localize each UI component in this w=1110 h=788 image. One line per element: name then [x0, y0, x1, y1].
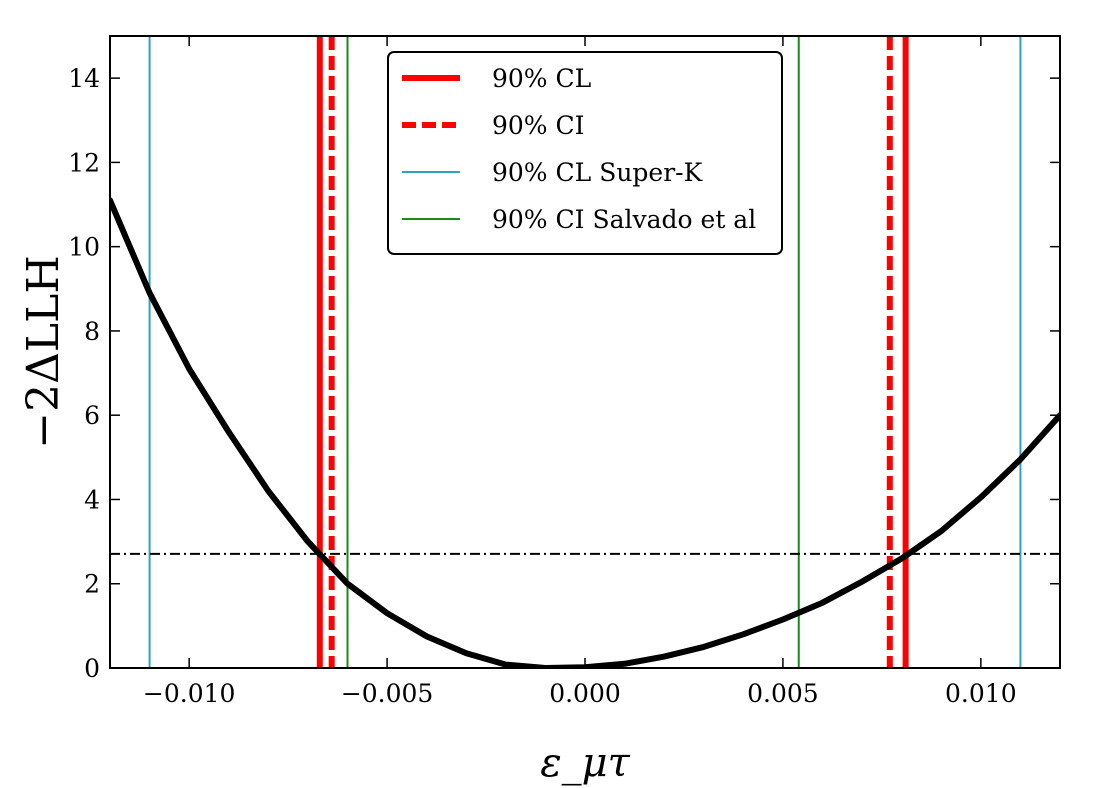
legend-label-90-ci: 90% CI	[492, 111, 585, 140]
y-axis-ticks: 0 2 4 6 8 10 12 14	[68, 64, 1060, 683]
legend: 90% CL 90% CI 90% CL Super-K 90% CI Salvado…	[387, 51, 783, 255]
y-axis-label: −2ΔLLH	[18, 255, 69, 448]
legend-label-90-ci-salvado-et-al: 90% CI Salvado et al	[492, 205, 756, 234]
y-tick-label: 4	[84, 485, 100, 514]
x-tick-label: 0.000	[549, 679, 621, 708]
y-tick-label: 8	[84, 317, 100, 346]
y-tick-label: 6	[84, 401, 100, 430]
x-tick-label: −0.005	[341, 679, 434, 708]
x-tick-label: 0.010	[945, 679, 1017, 708]
legend-label-90-cl: 90% CL	[492, 64, 591, 93]
y-tick-label: 10	[68, 233, 100, 262]
y-tick-label: 12	[68, 148, 100, 177]
legend-label-90-cl-super-k: 90% CL Super-K	[492, 158, 704, 187]
y-tick-label: 14	[68, 64, 100, 93]
y-tick-label: 2	[84, 570, 100, 599]
x-axis-ticks: −0.010 −0.005 0.000 0.005 0.010	[143, 36, 1017, 708]
x-axis-label: ε_μτ	[540, 740, 630, 786]
y-tick-label: 0	[84, 654, 100, 683]
legend-box	[387, 51, 783, 255]
x-tick-label: 0.005	[747, 679, 819, 708]
x-tick-label: −0.010	[143, 679, 236, 708]
